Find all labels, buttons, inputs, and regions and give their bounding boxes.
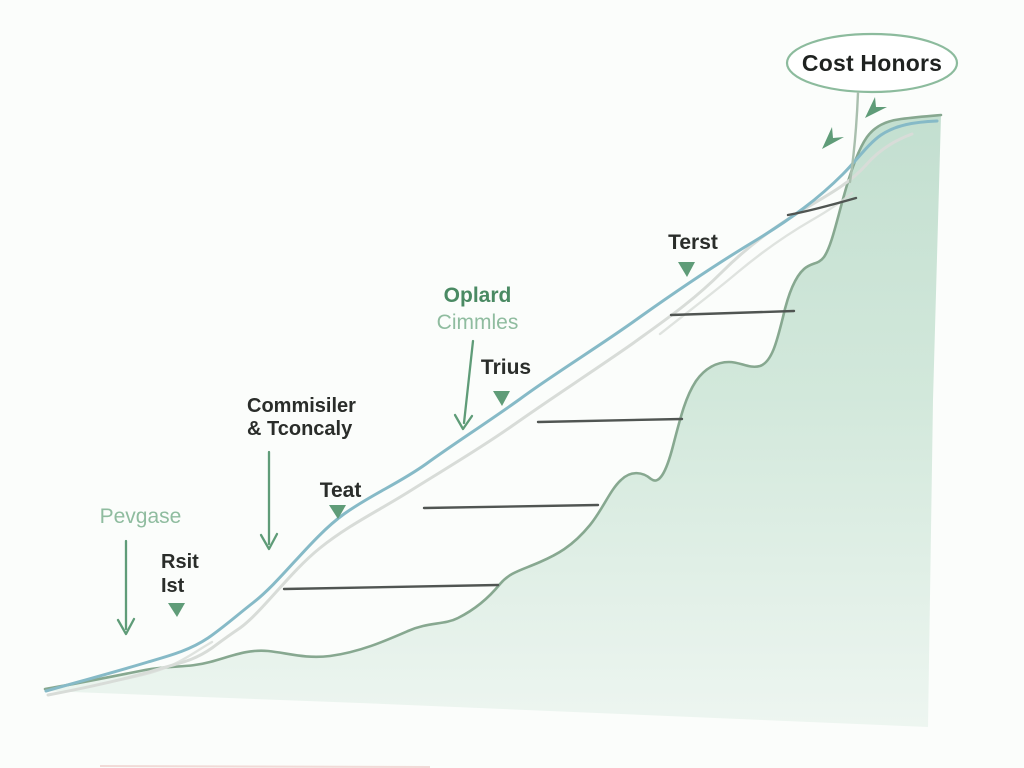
terst-triangle-icon (678, 262, 695, 277)
annotation-rsit-line1: Rsit (161, 551, 199, 573)
annotation-pevgase: Pevgase (99, 505, 182, 528)
annotation-commisiler: Commisiler & Tconcaly (247, 395, 387, 441)
growth-area-fill (45, 115, 941, 727)
step-line-3 (536, 417, 684, 424)
callout-stem-line (848, 91, 860, 184)
annotation-terst: Terst (668, 231, 718, 254)
annotation-trius: Trius (480, 356, 532, 379)
annotation-oplard-title: Oplard (443, 284, 512, 307)
callout-ellipse (785, 32, 959, 94)
gray-trend-strand (658, 191, 854, 336)
oplard-arrowhead-icon (453, 413, 474, 431)
pevgase-arrowhead-icon (116, 617, 136, 636)
step-line-4 (669, 309, 796, 317)
annotation-rsit-line2: Ist (161, 575, 185, 597)
annotation-commisiler-line2: & Tconcaly (247, 418, 353, 440)
teat-triangle-icon (329, 505, 346, 519)
callout-dart-left-icon (822, 127, 844, 149)
callout-label: Cost Honors (801, 49, 943, 76)
bottom-accent-line (99, 765, 431, 768)
step-line-2 (422, 503, 600, 510)
step-line-1 (282, 583, 500, 591)
callout-dart-right-icon (865, 97, 887, 118)
annotation-teat: Teat (319, 479, 362, 502)
commisiler-arrowhead-icon (259, 532, 279, 551)
oplard-down-arrow (462, 339, 475, 425)
rsit-triangle-icon (168, 603, 185, 617)
annotation-commisiler-line1: Commisiler (247, 395, 356, 417)
trius-triangle-icon (493, 391, 510, 406)
growth-area-edge (43, 113, 943, 691)
step-line-5 (786, 196, 858, 217)
annotation-oplard-subtitle: Cimmles (436, 311, 519, 334)
annotation-oplard: Oplard Cimmles (415, 282, 540, 336)
gray-trend-strand-lower (98, 640, 214, 686)
blue-trend-line (44, 119, 939, 693)
annotation-rsit: Rsit Ist (161, 550, 231, 598)
